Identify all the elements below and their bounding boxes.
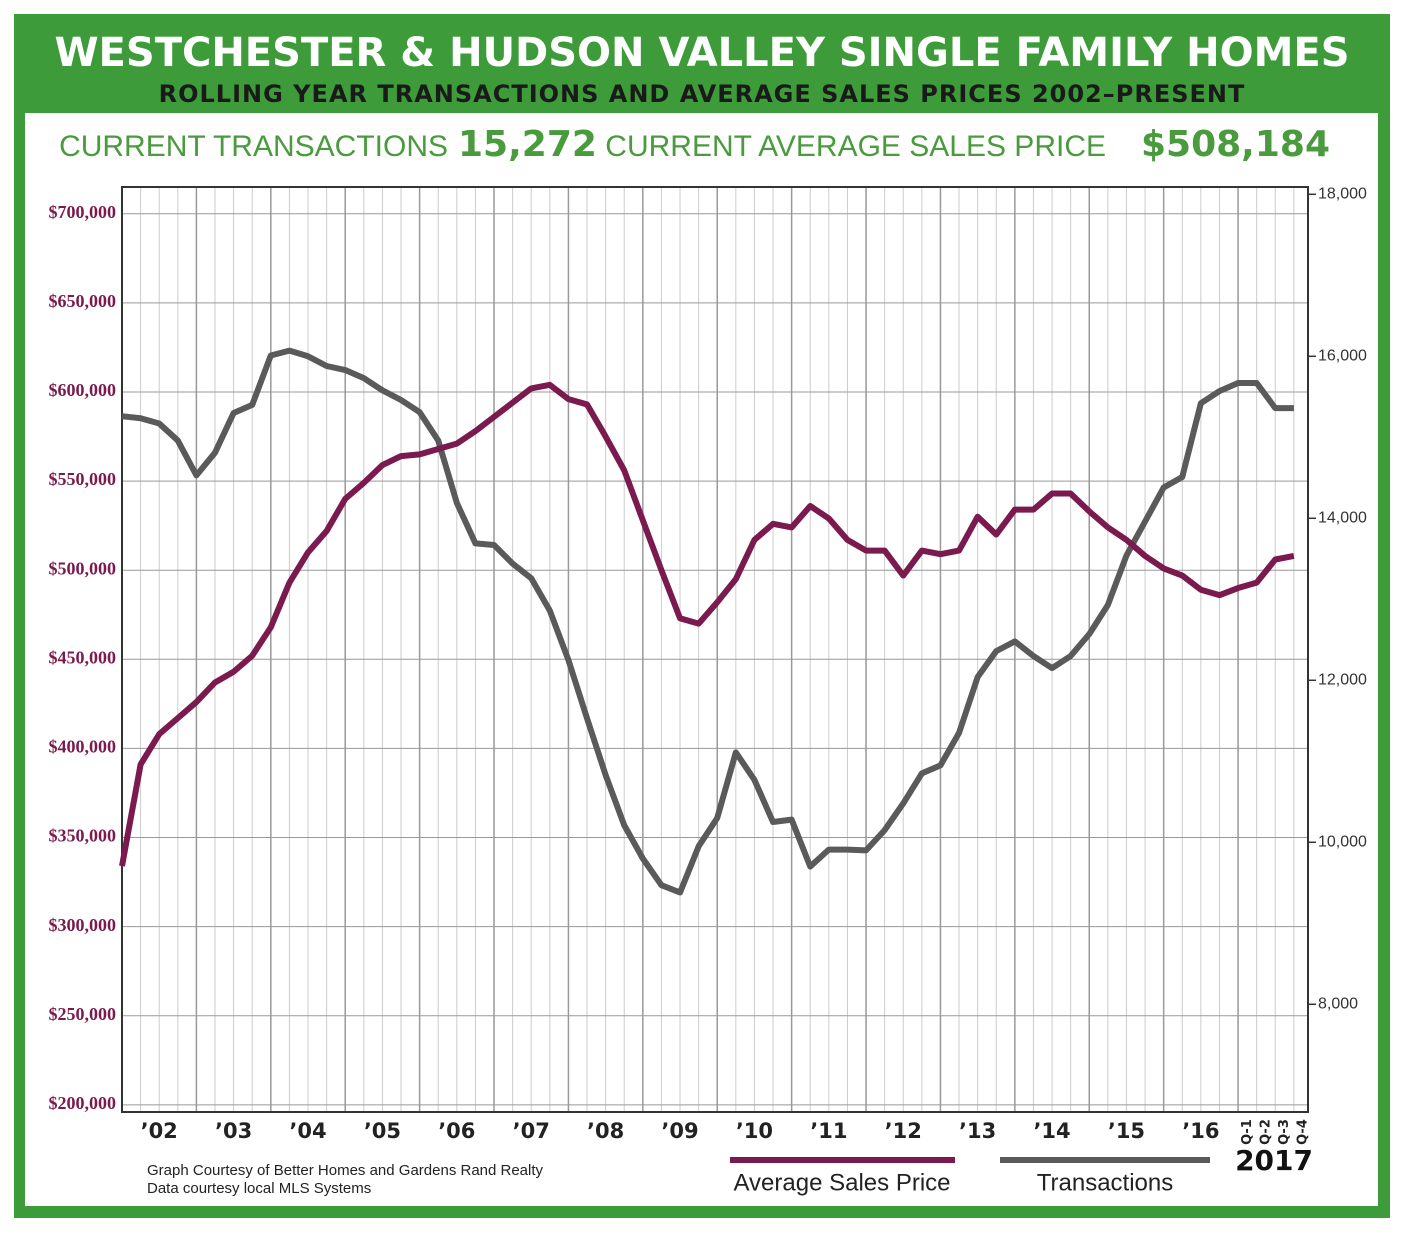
x-tick-label: ’03	[215, 1119, 252, 1143]
series-line	[119, 381, 1295, 867]
year-label: 2017	[1235, 1144, 1313, 1177]
y-tick-label: $350,000	[49, 826, 117, 846]
x-tick-label: ’02	[141, 1119, 178, 1143]
x-tick-label: ’13	[959, 1119, 996, 1143]
series-line	[121, 347, 1294, 896]
y2-tick-label: 8,000	[1318, 995, 1358, 1012]
credit: Data courtesy local MLS Systems	[147, 1180, 371, 1197]
x-tick-label: ’14	[1033, 1119, 1070, 1143]
credit: Graph Courtesy of Better Homes and Garde…	[147, 1162, 544, 1179]
current-label: CURRENT TRANSACTIONS	[59, 130, 448, 163]
plot-border	[121, 186, 1309, 1113]
chart-title: WESTCHESTER & HUDSON VALLEY SINGLE FAMIL…	[54, 30, 1349, 76]
chart-subtitle: ROLLING YEAR TRANSACTIONS AND AVERAGE SA…	[159, 80, 1246, 108]
x-tick-label: ’16	[1182, 1119, 1219, 1143]
x-tick-label: Q-3	[1277, 1119, 1292, 1145]
x-tick-label: Q-1	[1240, 1119, 1255, 1145]
plot: $200,000 $250,000 $300,000 $350,000 $400,000…	[49, 186, 1368, 1145]
y-tick-label: $550,000	[49, 469, 117, 489]
y-tick-label: $500,000	[49, 558, 117, 578]
y2-tick-label: 14,000	[1318, 510, 1367, 527]
y2-tick-label: 12,000	[1318, 671, 1367, 688]
x-tick-label: ’15	[1108, 1119, 1145, 1143]
x-tick-label: ’06	[438, 1119, 475, 1143]
y-tick-label: $700,000	[49, 202, 117, 222]
y-tick-label: $300,000	[49, 915, 117, 935]
x-tick-label: Q-2	[1258, 1119, 1273, 1145]
x-tick-label: ’09	[661, 1119, 698, 1143]
y-tick-label: $650,000	[49, 291, 117, 311]
y-tick-label: $250,000	[49, 1004, 117, 1024]
x-tick-label: ’08	[587, 1119, 624, 1143]
y-tick-label: $600,000	[49, 380, 117, 400]
legend-label: Average Sales Price	[733, 1169, 950, 1196]
x-tick-label: ’11	[810, 1119, 847, 1143]
x-tick-label: ’12	[885, 1119, 922, 1143]
y-tick-label: $400,000	[49, 737, 117, 757]
x-tick-label: ’07	[513, 1119, 550, 1143]
x-tick-label: ’05	[364, 1119, 401, 1143]
y-tick-label: $200,000	[49, 1093, 117, 1113]
y2-tick-label: 10,000	[1318, 833, 1367, 850]
current-value: 15,272	[458, 124, 597, 165]
current-label: CURRENT AVERAGE SALES PRICE	[605, 130, 1106, 163]
x-tick-label: ’10	[736, 1119, 773, 1143]
y2-tick-label: 16,000	[1318, 348, 1367, 365]
x-tick-label: ’04	[289, 1119, 326, 1143]
x-tick-label: Q-4	[1296, 1119, 1311, 1145]
y2-tick-label: 18,000	[1318, 186, 1367, 203]
current-value: $508,184	[1141, 124, 1330, 165]
y-tick-label: $450,000	[49, 647, 117, 667]
legend-label: Transactions	[1037, 1169, 1174, 1196]
